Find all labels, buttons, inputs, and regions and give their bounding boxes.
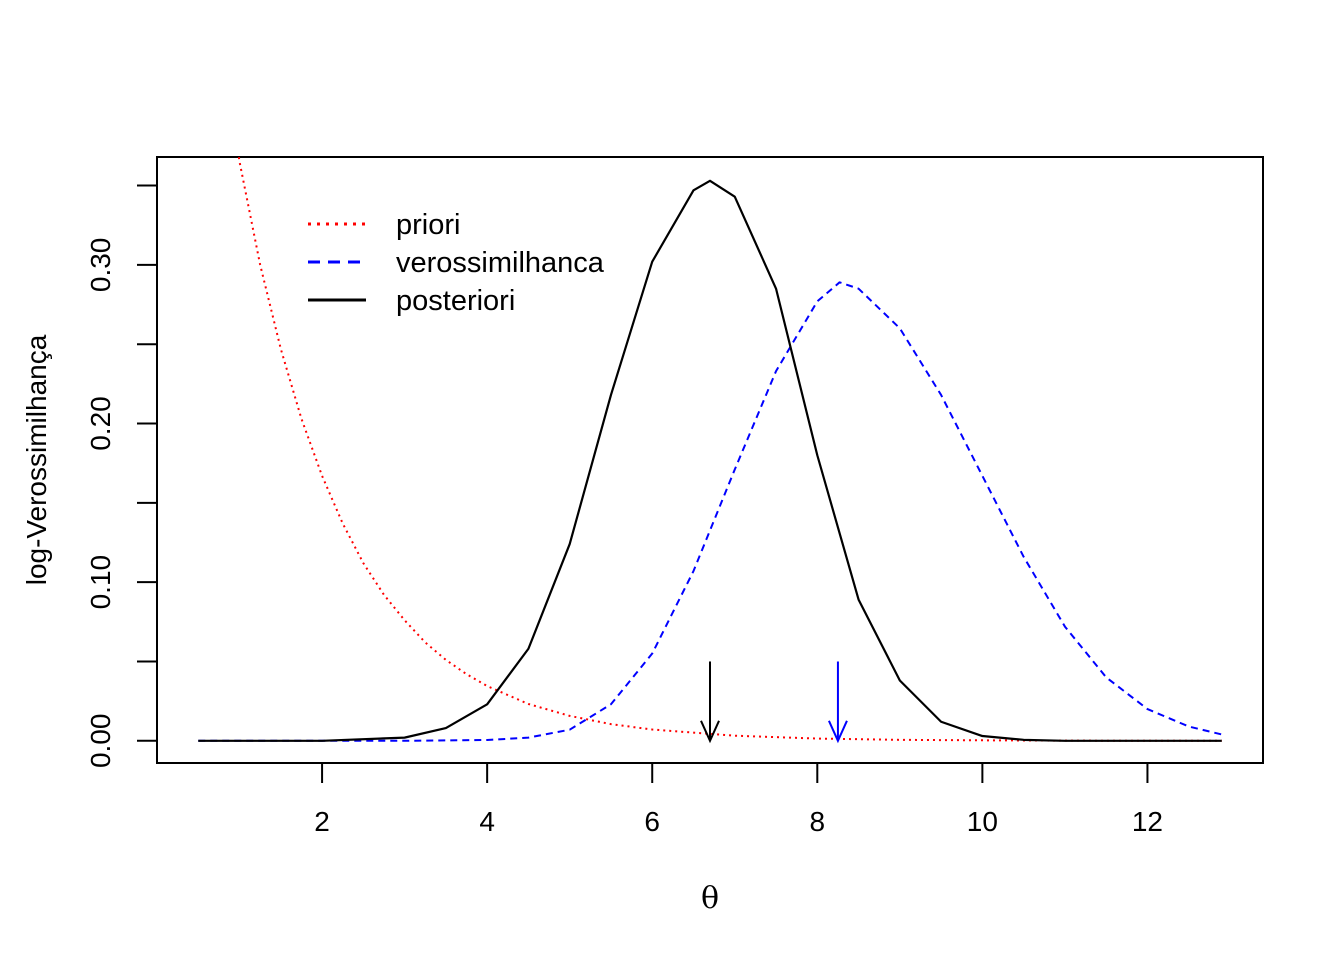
series-line-priori	[237, 157, 1222, 742]
x-tick-label: 12	[1132, 806, 1163, 837]
x-axis: 2 4 6 8 10 12	[314, 762, 1163, 837]
series-layer	[198, 157, 1222, 742]
annotation-arrow-head	[700, 720, 720, 744]
legend-label-priori: priori	[396, 209, 460, 241]
y-axis-title: log-Verossimilhança	[21, 334, 52, 585]
legend: priori verossimilhanca posteriori	[308, 209, 605, 317]
series-line-posteriori	[198, 179, 1222, 742]
x-tick-label: 4	[479, 806, 495, 837]
legend-label-posteriori: posteriori	[396, 285, 515, 317]
x-tick-label: 10	[967, 806, 998, 837]
y-tick-label: 0.20	[85, 396, 116, 451]
y-axis: 0.00 0.10 0.20 0.30	[85, 184, 158, 769]
series-line-verossimilhanca	[198, 281, 1222, 742]
x-tick-label: 8	[810, 806, 826, 837]
y-tick-label: 0.30	[85, 238, 116, 293]
annotation-arrow-head	[828, 720, 848, 744]
x-tick-label: 2	[314, 806, 330, 837]
y-tick-label: 0.00	[85, 714, 116, 769]
annotation-layer	[700, 661, 848, 744]
x-tick-label: 6	[644, 806, 660, 837]
x-axis-title: θ	[701, 881, 719, 916]
y-tick-label: 0.10	[85, 555, 116, 610]
legend-label-verossimilhanca: verossimilhanca	[396, 247, 605, 279]
